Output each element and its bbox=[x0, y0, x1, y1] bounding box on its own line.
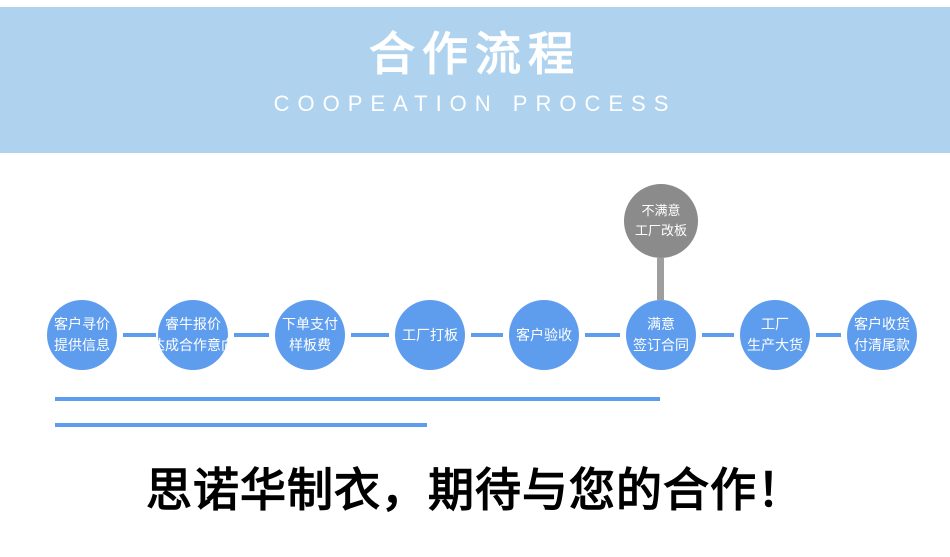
flow-step-label-line2: 付清尾款 bbox=[854, 337, 910, 353]
flow-step-8-receive-pay-balance: 客户收货 付清尾款 bbox=[847, 300, 917, 370]
flow-connector bbox=[351, 333, 389, 337]
flow-connector bbox=[585, 333, 620, 337]
flow-step-label-line1: 睿牛报价 bbox=[165, 316, 221, 332]
flow-connector bbox=[816, 333, 841, 337]
flow-step-4-factory-sampling: 工厂打板 bbox=[395, 300, 465, 370]
flow-step-label-line1: 下单支付 bbox=[282, 316, 338, 332]
flow-connector bbox=[123, 333, 156, 337]
flow-step-5-customer-acceptance: 客户验收 bbox=[509, 300, 579, 370]
flow-step-label-line1: 工厂打板 bbox=[402, 326, 458, 343]
flow-step-label-line2: 生产大货 bbox=[747, 337, 803, 353]
process-flow-diagram: 不满意 工厂改板 客户寻价 提供信息 睿牛报价 达成合作意向 下单支付 样板费 … bbox=[47, 184, 917, 427]
flow-connector bbox=[702, 333, 734, 337]
flow-step-3-order-sample-fee: 下单支付 样板费 bbox=[275, 300, 345, 370]
divider-line-long bbox=[55, 397, 660, 401]
flow-step-label-line1: 客户验收 bbox=[516, 326, 572, 343]
header-banner: 合作流程 COOPEATION PROCESS bbox=[0, 7, 950, 153]
branch-vertical-connector bbox=[657, 258, 664, 300]
flow-step-6-satisfied-sign-contract: 满意 签订合同 bbox=[626, 300, 696, 370]
flow-step-2-quote-intention: 睿牛报价 达成合作意向 bbox=[151, 300, 235, 370]
flow-branch-label-line1: 不满意 bbox=[641, 203, 681, 218]
divider-line-short bbox=[55, 423, 427, 427]
flow-connector bbox=[234, 333, 269, 337]
flow-step-label-line1: 客户寻价 bbox=[54, 316, 110, 332]
flow-branch-node-not-satisfied: 不满意 工厂改板 bbox=[624, 184, 698, 258]
page-title: 合作流程 bbox=[369, 28, 581, 80]
flow-step-label-line1: 客户收货 bbox=[854, 316, 910, 332]
flow-step-1-customer-inquiry: 客户寻价 提供信息 bbox=[47, 300, 117, 370]
flow-step-label-line1: 工厂 bbox=[761, 316, 789, 332]
flow-step-label-line2: 签订合同 bbox=[633, 337, 689, 353]
flow-step-7-mass-production: 工厂 生产大货 bbox=[740, 300, 810, 370]
footer-slogan: 思诺华制衣，期待与您的合作！ bbox=[146, 465, 804, 516]
flow-step-label-line2: 样板费 bbox=[289, 337, 331, 353]
page-subtitle: COOPEATION PROCESS bbox=[273, 91, 677, 116]
flow-branch-label-line2: 工厂改板 bbox=[634, 223, 687, 238]
flow-step-label-line2: 达成合作意向 bbox=[151, 337, 235, 353]
flow-connector bbox=[471, 333, 503, 337]
flow-step-label-line2: 提供信息 bbox=[54, 337, 110, 353]
flow-step-label-line1: 满意 bbox=[647, 316, 675, 332]
